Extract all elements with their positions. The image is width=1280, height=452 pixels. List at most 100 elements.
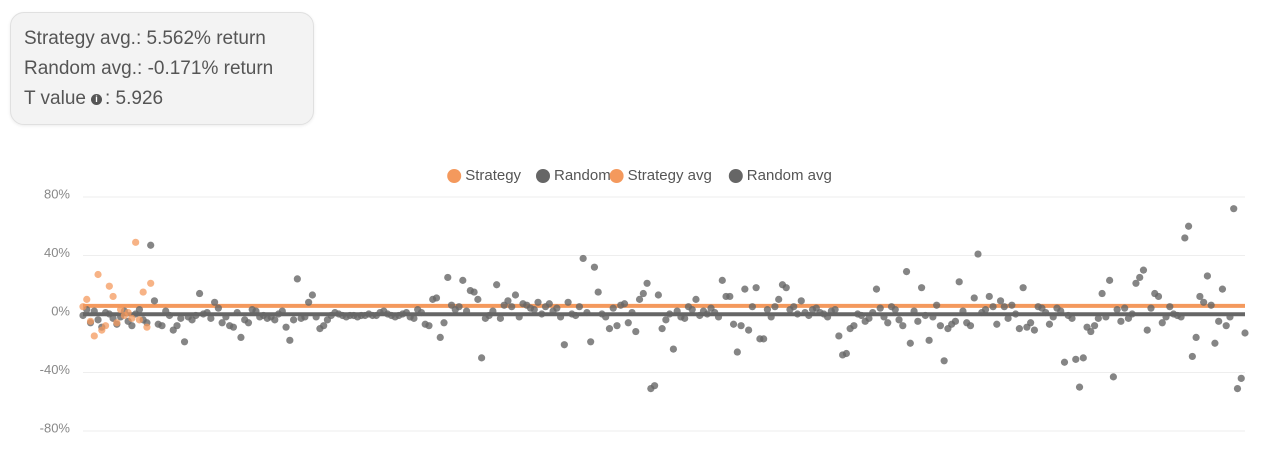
point (869, 308, 877, 317)
point (797, 297, 805, 305)
info-icon[interactable]: i (90, 94, 102, 105)
point (959, 307, 967, 315)
point (1136, 273, 1144, 282)
point (440, 319, 448, 327)
random-avg: Random avg.: -0.171% return (24, 58, 274, 79)
point (252, 307, 260, 315)
point (643, 279, 651, 287)
point (763, 306, 772, 314)
point (1230, 205, 1238, 213)
point (1218, 285, 1227, 293)
point (113, 319, 121, 327)
point (1008, 301, 1016, 309)
point (940, 357, 948, 365)
point (650, 382, 659, 390)
point (767, 313, 775, 321)
point (1117, 317, 1125, 325)
t-value-label: T value (24, 88, 86, 109)
point (301, 313, 309, 321)
point (94, 270, 102, 279)
point (128, 322, 136, 330)
legend-label: Random avg (747, 167, 832, 184)
y-tick-label: 80% (44, 186, 70, 201)
point (1079, 354, 1087, 362)
point (1113, 306, 1121, 314)
point (553, 304, 561, 312)
point (1166, 303, 1174, 311)
point (504, 297, 512, 305)
point (282, 323, 290, 331)
point (775, 295, 783, 303)
point (1143, 326, 1151, 334)
point (790, 303, 798, 311)
point (1045, 320, 1054, 328)
point (1012, 310, 1020, 318)
point (180, 338, 189, 346)
point (147, 279, 155, 287)
point (741, 285, 749, 293)
point (222, 313, 230, 321)
point (229, 323, 238, 331)
point (865, 314, 873, 322)
point (478, 354, 486, 362)
legend-swatch (728, 169, 743, 183)
point (139, 288, 147, 296)
point (669, 345, 678, 353)
point (308, 291, 316, 299)
point (1192, 333, 1200, 341)
point (195, 289, 204, 298)
point (872, 285, 881, 293)
point (534, 298, 542, 306)
point (1000, 303, 1008, 311)
point (158, 322, 166, 330)
point (530, 306, 538, 314)
point (857, 311, 866, 320)
point (556, 313, 565, 321)
point (237, 333, 245, 341)
legend-swatch (609, 169, 624, 183)
point (752, 284, 760, 292)
point (1196, 292, 1204, 301)
point (1072, 355, 1080, 363)
point (835, 332, 843, 340)
point (989, 303, 997, 311)
point (1042, 308, 1050, 317)
legend-label: Strategy avg (628, 167, 712, 184)
point (218, 319, 226, 327)
point (1215, 317, 1223, 325)
point (681, 314, 689, 322)
point (933, 301, 941, 309)
point (583, 308, 591, 317)
point (79, 303, 87, 311)
point (985, 292, 993, 301)
point (1106, 276, 1114, 284)
point (745, 326, 753, 334)
point (177, 314, 185, 322)
point (101, 322, 110, 330)
point (639, 289, 647, 298)
point (628, 308, 636, 317)
t-value-row: T value i: 5.926 (24, 88, 163, 110)
point (1121, 304, 1129, 312)
point (1203, 272, 1211, 280)
point (94, 316, 102, 324)
point (132, 238, 140, 246)
point (425, 322, 433, 330)
point (925, 336, 933, 344)
point (917, 284, 926, 292)
point (1181, 234, 1189, 242)
point (105, 282, 113, 290)
point (733, 348, 741, 356)
point (831, 306, 839, 314)
point (613, 322, 621, 330)
legend-label: Random (554, 167, 611, 184)
point (1019, 284, 1027, 292)
point (135, 306, 144, 314)
strategy-avg: Strategy avg.: 5.562% return (24, 28, 266, 49)
point (1094, 314, 1102, 322)
point (432, 294, 441, 302)
point (496, 314, 505, 322)
point (1068, 314, 1076, 322)
